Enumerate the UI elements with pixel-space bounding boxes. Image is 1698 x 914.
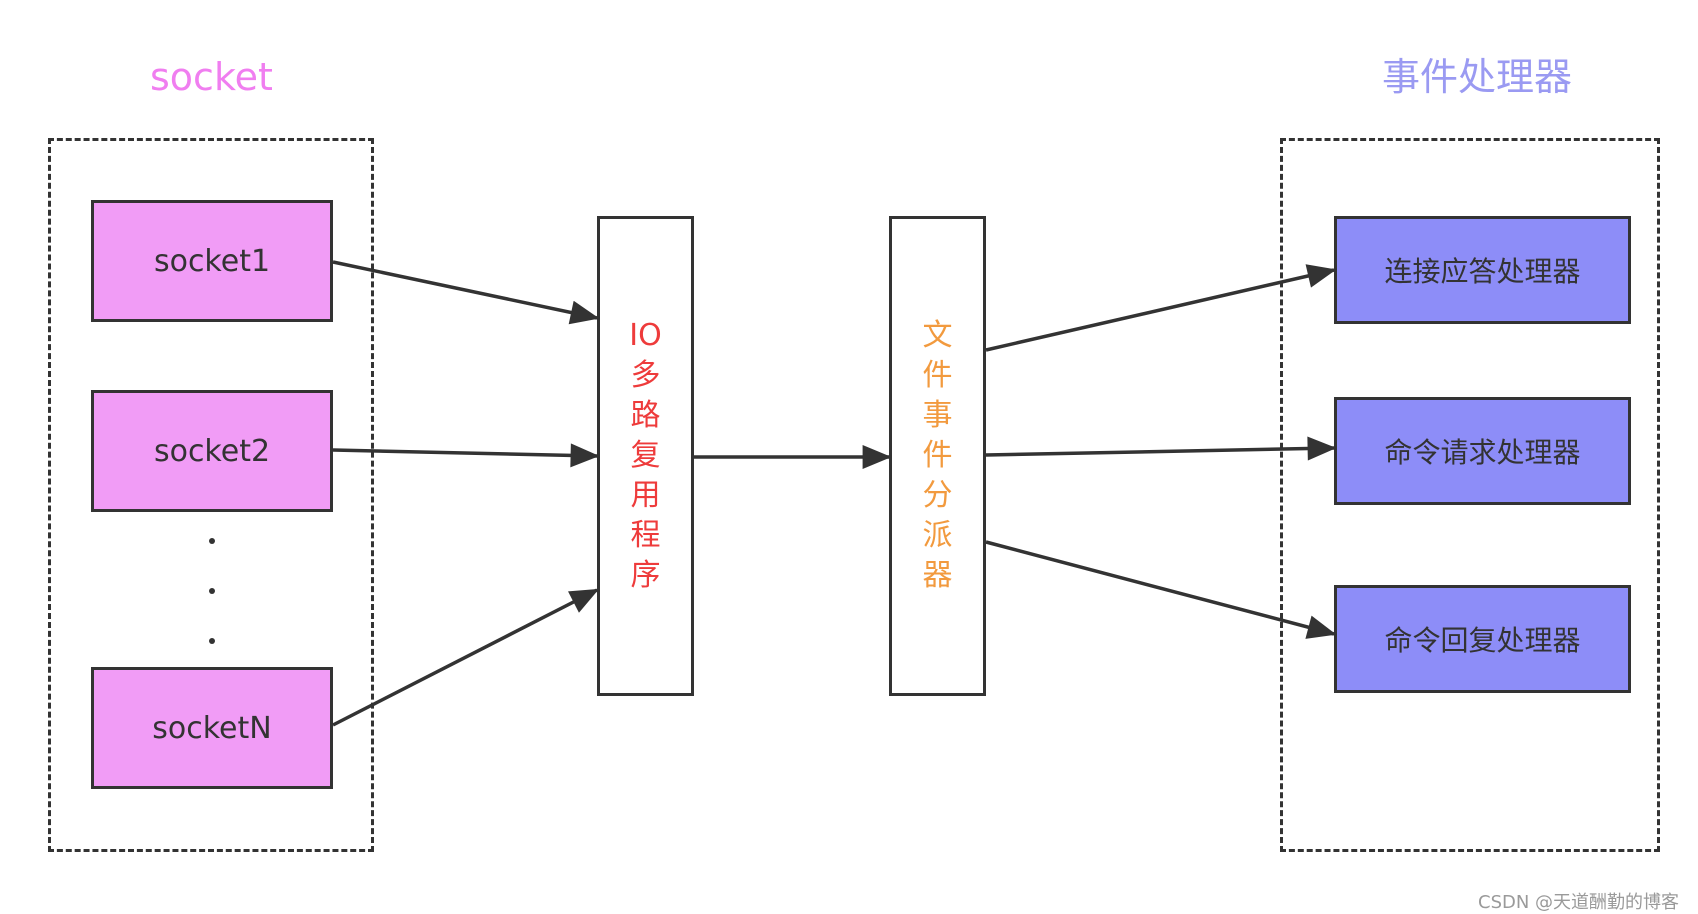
event-handler-group-title: 事件处理器	[1382, 55, 1573, 99]
socket-group-frame	[48, 138, 374, 852]
watermark: CSDN @天道酬勤的博客	[1478, 892, 1680, 913]
handler-node-reply: 命令回复处理器	[1334, 585, 1631, 693]
arrow-dispatcher-to-reply	[985, 540, 1337, 639]
ellipsis-dot	[209, 588, 215, 594]
file-event-dispatcher-label: 文件事件分派器	[922, 318, 953, 593]
handler-node-request: 命令请求处理器	[1334, 397, 1631, 505]
handler-node-accept: 连接应答处理器	[1334, 216, 1631, 324]
event-handler-group-frame	[1280, 138, 1660, 852]
arrow-socket2-to-io	[332, 443, 600, 468]
socket-group-title: socket	[150, 55, 273, 99]
socket-node-1: socket1	[91, 200, 333, 322]
arrow-socket1-to-io	[332, 260, 600, 325]
ellipsis-dot	[209, 638, 215, 644]
socket-node-n: socketN	[91, 667, 333, 789]
socket-node-2: socket2	[91, 390, 333, 512]
io-multiplexer-node: IO多路复用程序	[597, 216, 694, 696]
arrow-socketn-to-io	[332, 588, 600, 727]
arrow-dispatcher-to-accept	[985, 264, 1337, 352]
io-multiplexer-label: IO多路复用程序	[629, 318, 662, 593]
arrow-dispatcher-to-request	[985, 436, 1337, 461]
ellipsis-dot	[209, 538, 215, 544]
